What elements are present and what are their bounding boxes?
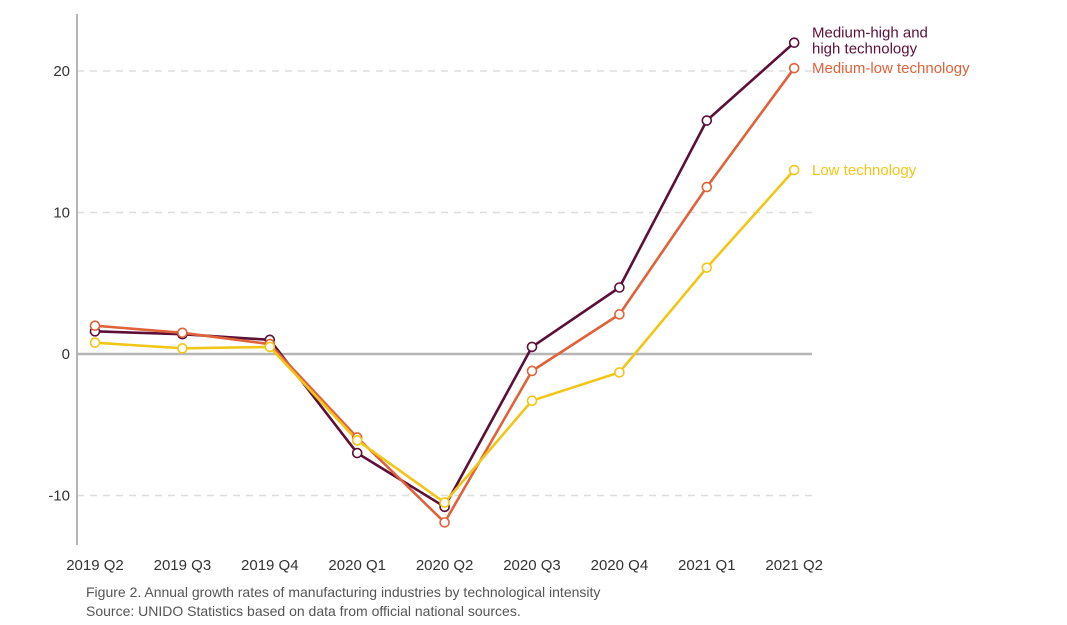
- y-tick-label: 0: [62, 346, 70, 363]
- figure-caption: Figure 2. Annual growth rates of manufac…: [86, 584, 601, 600]
- data-point: [526, 341, 538, 353]
- x-tick-label: 2021 Q1: [678, 557, 736, 574]
- figure-source: Source: UNIDO Statistics based on data f…: [86, 603, 521, 619]
- x-tick-label: 2019 Q2: [66, 557, 124, 574]
- series-label: Medium-low technology: [812, 60, 970, 77]
- data-point: [788, 164, 800, 176]
- x-tick-label: 2020 Q4: [591, 557, 649, 574]
- data-point: [177, 343, 188, 354]
- series-label: Low technology: [812, 162, 917, 179]
- data-point: [439, 517, 450, 528]
- x-tick-label: 2020 Q3: [503, 557, 561, 574]
- data-point: [614, 282, 625, 293]
- data-point: [351, 447, 363, 459]
- x-tick-label: 2020 Q1: [328, 557, 386, 574]
- data-point: [614, 309, 625, 320]
- x-tick-label: 2019 Q3: [154, 557, 212, 574]
- axis-layer: 20 10 0 -10 2019 Q2 2019 Q3 2019 Q4 2020 Q1 2020…: [48, 14, 823, 574]
- grid-layer: [77, 70, 812, 497]
- series-layer: [89, 37, 800, 528]
- series-label: Medium-high and: [812, 25, 928, 42]
- data-point: [89, 337, 101, 348]
- data-point: [177, 327, 188, 339]
- y-tick-label: 20: [53, 63, 70, 80]
- series-line: [94, 67, 796, 524]
- data-point: [614, 367, 625, 378]
- data-point: [264, 341, 276, 353]
- x-tick-label: 2019 Q4: [241, 557, 299, 574]
- data-point: [788, 37, 800, 49]
- series-label: high technology: [812, 41, 918, 58]
- series-line: [94, 41, 796, 509]
- data-point: [89, 320, 101, 332]
- data-point: [701, 181, 713, 193]
- y-tick-label: 10: [53, 205, 70, 222]
- data-point: [701, 115, 713, 126]
- line-chart: 20 10 0 -10 2019 Q2 2019 Q3 2019 Q4 2020 Q1 2020…: [48, 14, 970, 574]
- data-point: [439, 497, 450, 508]
- y-tick-label: -10: [48, 488, 70, 505]
- data-point: [701, 262, 713, 273]
- data-point: [526, 395, 538, 406]
- data-point: [351, 435, 363, 446]
- data-point: [788, 62, 800, 74]
- x-tick-label: 2020 Q2: [416, 557, 474, 574]
- x-tick-label: 2021 Q2: [765, 557, 823, 574]
- data-point: [526, 365, 538, 377]
